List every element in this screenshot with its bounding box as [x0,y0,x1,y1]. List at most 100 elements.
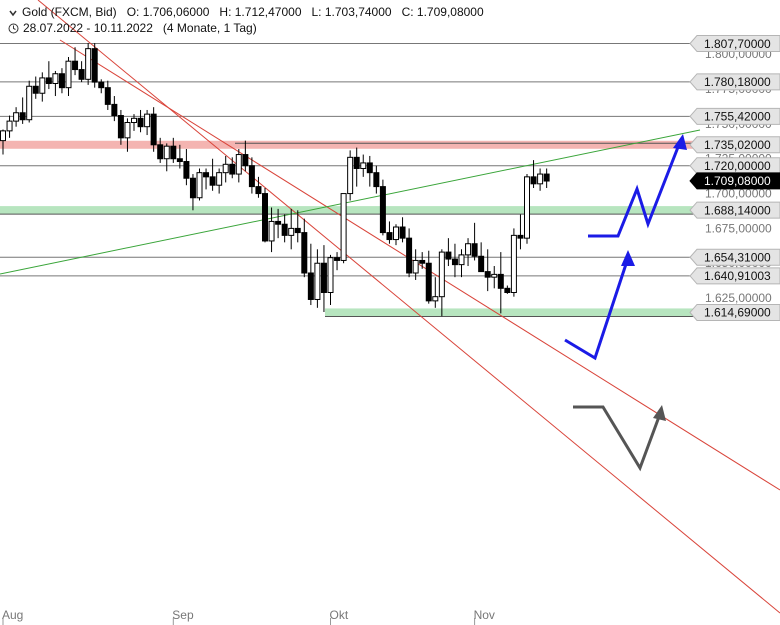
candle-body-down [281,223,288,236]
candle [131,114,137,131]
candle [45,61,52,90]
candle [451,243,458,278]
candle [19,97,26,124]
candle [144,109,151,136]
candle [432,277,439,308]
level-tag-bg [689,35,780,52]
level-tag-bg [689,248,780,266]
duration: (4 Monate, 1 Tag) [162,21,257,35]
candle-body-down [406,237,413,274]
candle [170,137,177,163]
candle [248,157,255,194]
candle-body-up [510,234,517,294]
candle-body-down [334,257,341,261]
candle-body-up [0,130,6,142]
candle [268,207,275,253]
level-tag-label: 1.640,91003 [704,269,771,283]
candle-body-up [288,227,295,236]
candle [327,254,334,306]
support-zone [325,308,780,317]
level-tag-bg [689,303,780,321]
candle [6,115,13,138]
candle-body-up [65,60,72,89]
candle [52,70,59,97]
level-tag: 1.654,31000 [689,248,780,266]
candle-body-up [85,48,92,80]
candle [419,252,426,269]
candle-body-up [39,77,46,94]
level-tags-layer: 1.807,70000 1.780,18000 1.755,42000 1.735,0… [689,35,780,321]
candle-body-up [196,172,203,199]
candle [497,252,504,314]
candle [399,217,406,243]
level-tag: 1.720,00000 [689,157,780,175]
candle [438,249,445,317]
candle [484,249,491,292]
instrument-name: Gold (FXCM, Bid) [22,5,117,19]
candle [104,80,111,110]
trendline-green [0,129,701,275]
candle [340,193,347,264]
ohlc-low: L: 1.703,74000 [311,5,392,19]
candle-body-up [163,145,170,160]
y-tick-label: 1.625,00000 [705,291,772,305]
candle-body-down [189,177,196,199]
candle-body-down [111,103,118,117]
support-zone [0,206,780,215]
candle [379,179,386,236]
candle-body-down [320,262,327,294]
candle-body-up [26,85,33,121]
candle [353,147,360,187]
ohlc-open: O: 1.706,06000 [126,5,210,19]
candle-body-down [150,113,157,146]
level-tag: 1.735,02000 [689,136,780,154]
candle-body-down [242,154,249,167]
collapse-chevron-icon[interactable] [8,7,18,21]
candle-body-down [72,60,79,71]
candle [235,148,242,183]
candle [386,221,393,244]
candle [288,208,295,250]
candle-body-down [543,173,550,182]
candle [504,285,511,294]
y-tick-label: 1.675,00000 [705,221,772,235]
candle-body-down [504,287,511,294]
candle-body-down [45,77,52,84]
candle [32,76,39,99]
candle [137,109,144,133]
scenario-up-arrowhead-1 [621,250,635,266]
candle-body-down [373,172,380,188]
candle [360,154,367,177]
level-tag-label: 1.614,69000 [704,306,771,320]
candle-body-down [176,158,183,163]
x-tick-label: Sep [172,608,194,622]
candle [347,150,354,201]
candle [491,266,498,289]
candle-body-up [124,122,131,139]
candle [157,137,164,163]
candle-body-up [537,173,544,185]
candle [183,148,190,186]
candle [203,168,210,190]
candle-body-up [347,156,354,195]
candle [307,243,314,306]
candle [294,210,301,243]
candle-body-up [13,112,20,122]
candle-body-down [170,145,177,160]
candle-body-down [137,117,144,128]
candle [85,43,92,85]
candle [425,250,432,304]
candle [262,187,268,243]
candle-body-up [6,120,13,132]
candle-body-down [419,259,426,264]
trendline-red-lower [59,39,780,491]
level-tag-bg [689,157,780,175]
candle-body-down [425,262,432,302]
level-tag: 1.780,18000 [689,73,780,91]
level-tag-label: 1.688,14000 [704,203,771,217]
candle [124,118,131,152]
candle [524,174,530,244]
candle-body-down [307,272,314,300]
candle-body-down [301,232,308,274]
